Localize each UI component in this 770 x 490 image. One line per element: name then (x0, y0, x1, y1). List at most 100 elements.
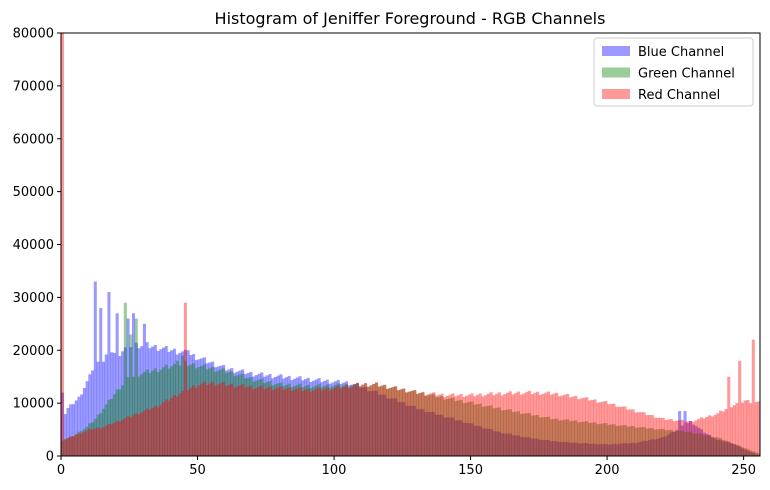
histogram-bar (121, 419, 125, 456)
histogram-bar (309, 388, 313, 456)
histogram-bar (407, 391, 411, 456)
histogram-bar (658, 437, 663, 456)
histogram-bar (205, 385, 209, 456)
histogram-bar (699, 433, 703, 456)
histogram-bar (339, 383, 343, 456)
histogram-bar (743, 400, 747, 456)
histogram-bar (222, 382, 226, 456)
histogram-bar (568, 442, 572, 456)
histogram-bar (344, 385, 348, 456)
histogram-bar (246, 386, 250, 456)
histogram-bar (740, 448, 744, 456)
histogram-bar (719, 410, 723, 456)
histogram-bar (598, 402, 602, 456)
histogram-bar (467, 394, 471, 456)
histogram-bar (331, 389, 335, 456)
histogram-bar (642, 412, 646, 456)
histogram-bar (175, 354, 179, 456)
histogram-bar (287, 387, 291, 456)
histogram-bar (574, 420, 578, 456)
histogram-bar (470, 393, 474, 456)
histogram-bar (284, 388, 288, 456)
histogram-bar (495, 431, 499, 456)
histogram-bar (497, 431, 501, 456)
histogram-bar (519, 437, 523, 456)
histogram-bar (689, 420, 693, 456)
histogram-bar (186, 350, 190, 456)
histogram-bar (355, 383, 359, 456)
histogram-bar (293, 386, 297, 456)
histogram-bar (639, 427, 643, 456)
histogram-bar (140, 412, 144, 456)
histogram-bar (364, 386, 368, 456)
histogram-bar (489, 392, 493, 456)
histogram-bar (80, 394, 84, 456)
histogram-bar (325, 379, 329, 456)
histogram-bar (290, 390, 294, 456)
histogram-bar (159, 349, 163, 456)
histogram-bar (484, 406, 488, 456)
histogram-bar (470, 423, 474, 456)
histogram-bar (538, 394, 542, 456)
histogram-bar (462, 403, 466, 456)
histogram-bar (301, 387, 305, 456)
histogram-bar (320, 390, 324, 456)
histogram-bar (743, 448, 747, 456)
histogram-bar (304, 379, 308, 456)
histogram-bar (331, 382, 335, 456)
histogram-bar (721, 439, 725, 456)
histogram-bar (424, 395, 428, 456)
histogram-bar (525, 437, 529, 456)
histogram-bar (186, 365, 190, 456)
histogram-bar (298, 383, 302, 456)
histogram-bar (276, 375, 280, 456)
histogram-bar (77, 431, 81, 456)
histogram-bar (101, 427, 105, 456)
histogram-bar (511, 394, 515, 456)
histogram-bar (593, 399, 597, 456)
histogram-bar (697, 418, 701, 456)
histogram-bar (642, 426, 646, 456)
histogram-bar (669, 419, 673, 456)
histogram-bar (678, 420, 682, 456)
histogram-bar (705, 416, 709, 456)
histogram-bar (399, 402, 403, 456)
histogram-bar (380, 385, 384, 456)
histogram-bar (710, 416, 714, 456)
histogram-bar (391, 387, 395, 456)
histogram-bar (732, 443, 736, 456)
histogram-bar (328, 383, 332, 456)
histogram-bar (347, 387, 351, 456)
histogram-bar (88, 374, 92, 456)
histogram-bar (751, 452, 755, 456)
histogram-bar (96, 361, 100, 456)
histogram-bar (189, 387, 193, 456)
histogram-bar (115, 389, 119, 456)
histogram-bar (656, 417, 660, 456)
histogram-bar (405, 392, 409, 456)
histogram-bar (623, 406, 627, 456)
histogram-bar (145, 369, 149, 456)
histogram-bar (126, 416, 130, 456)
histogram-bar (344, 381, 348, 456)
histogram-bar (388, 387, 392, 456)
histogram-bar (533, 415, 537, 456)
histogram-bar (183, 360, 187, 456)
histogram-bar (604, 443, 608, 456)
histogram-bar (235, 371, 239, 456)
histogram-bar (680, 419, 684, 456)
histogram-bar (314, 388, 318, 456)
histogram-bar (516, 435, 521, 456)
histogram-bar (432, 393, 436, 456)
histogram-bar (547, 391, 551, 456)
histogram-bar (252, 389, 256, 456)
histogram-bar (238, 370, 242, 456)
histogram-bar (325, 384, 329, 456)
histogram-bar (710, 437, 714, 456)
histogram-bar (334, 384, 338, 456)
histogram-bar (435, 414, 439, 456)
histogram-bar (601, 401, 605, 456)
histogram-bar (609, 424, 613, 456)
histogram-bar (213, 385, 217, 456)
histogram-bar (708, 415, 712, 456)
